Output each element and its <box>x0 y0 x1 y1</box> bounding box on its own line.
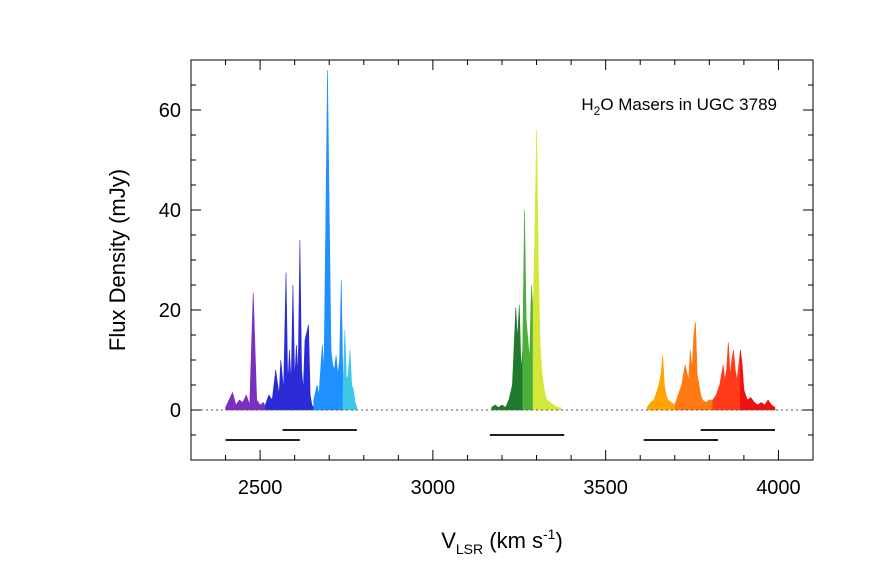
spectrum-segment-7 <box>532 129 561 411</box>
spectrum-segment-9 <box>674 322 714 411</box>
spectrum-segment-8 <box>646 354 676 411</box>
spectrum-segment-6 <box>522 209 534 411</box>
annotation-label: H2O Masers in UGC 3789 <box>581 95 777 118</box>
y-tick-label: 40 <box>159 200 181 222</box>
spectrum-segment-1 <box>225 292 266 411</box>
x-tick-label: 2500 <box>238 477 283 499</box>
x-tick-label: 3000 <box>411 477 456 499</box>
velocity-range-group <box>225 429 775 441</box>
tick-labels: 2500 3000 3500 4000 0 20 40 60 <box>159 100 801 499</box>
y-tick-label: 20 <box>159 300 181 322</box>
spectrum-segment-10 <box>712 342 741 411</box>
x-tick-label: 3500 <box>583 477 628 499</box>
axis-ticks <box>190 59 814 461</box>
spectrum-segment-4 <box>342 329 358 411</box>
spectrum-segment-3 <box>313 69 344 411</box>
spectrum-segment-2 <box>265 239 314 411</box>
spectrum-segment-11 <box>740 349 776 411</box>
x-axis-title: VLSR (km s-1) <box>441 526 563 557</box>
y-tick-label: 0 <box>170 400 181 422</box>
x-tick-label: 4000 <box>756 477 801 499</box>
spectra-group <box>225 69 776 411</box>
y-tick-label: 60 <box>159 100 181 122</box>
y-axis-title: Flux Density (mJy) <box>105 169 130 351</box>
spectrum-segment-5 <box>491 304 523 411</box>
